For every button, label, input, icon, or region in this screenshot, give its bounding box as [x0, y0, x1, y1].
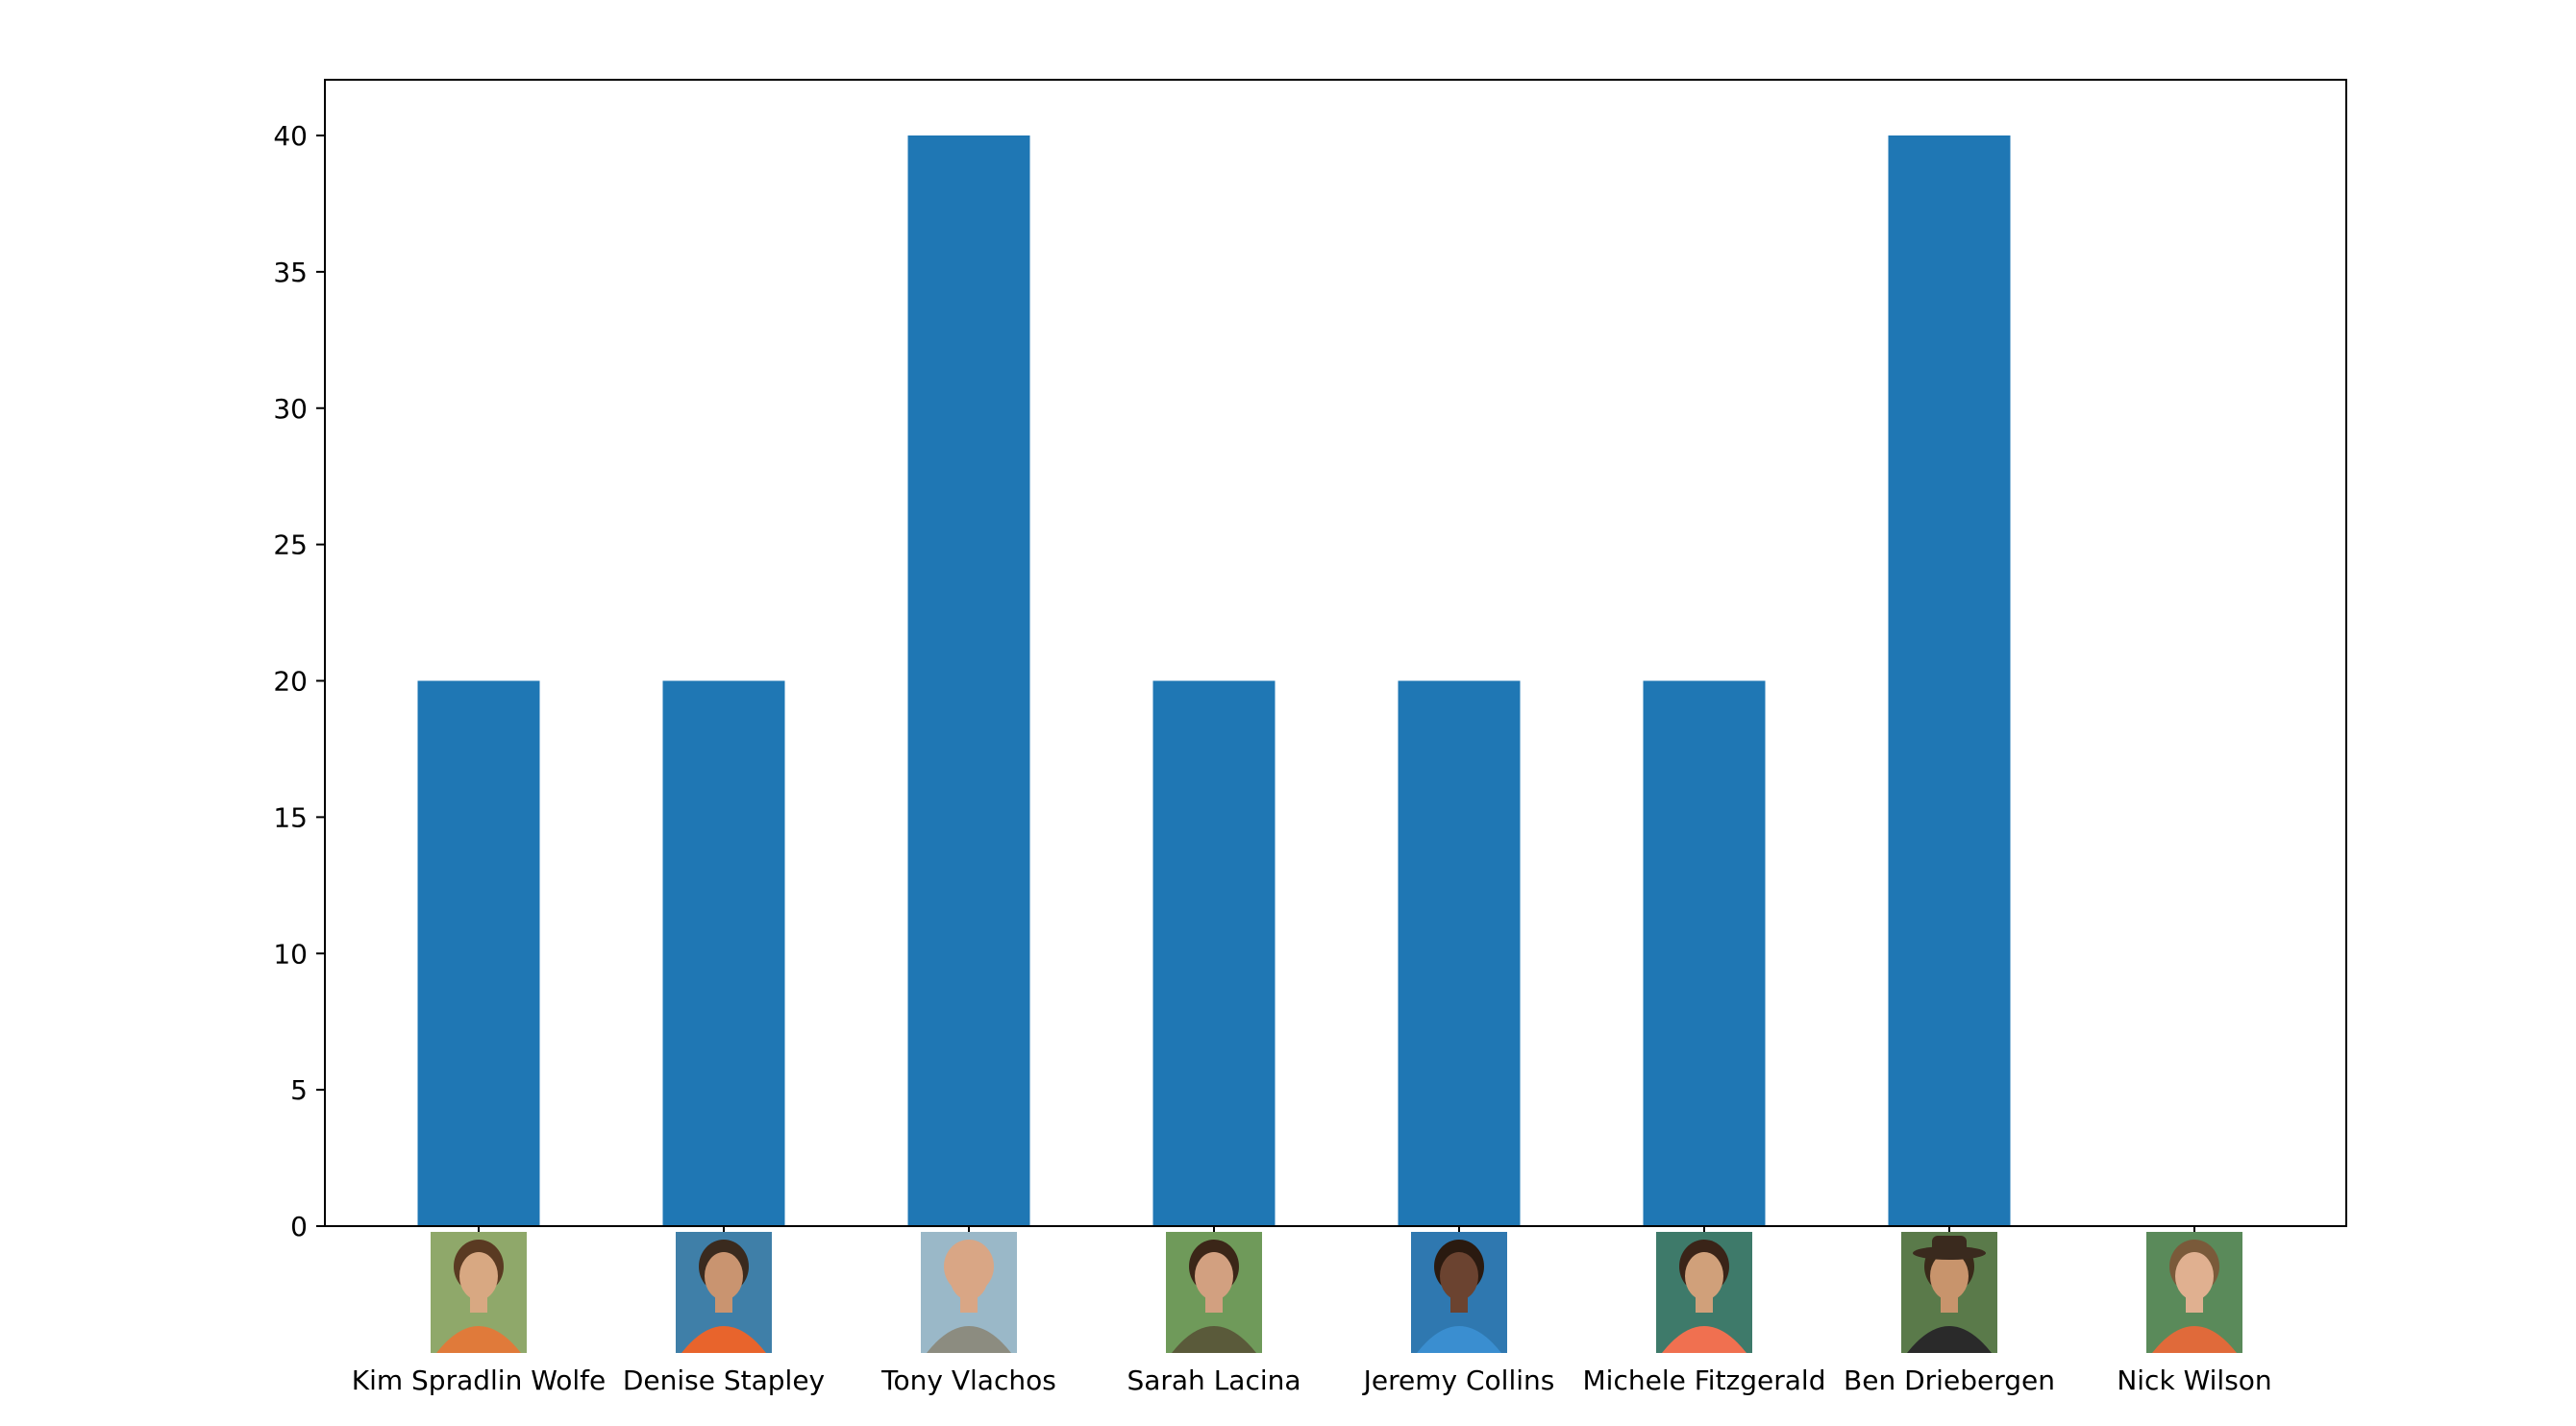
- y-tick-label: 35: [273, 257, 308, 288]
- contestant-portrait-image: [676, 1232, 772, 1353]
- x-tick-label: Denise Stapley: [623, 1365, 825, 1396]
- y-tick-label: 15: [273, 801, 308, 833]
- bar: [1888, 135, 2011, 1226]
- y-tick-label: 30: [273, 393, 308, 425]
- x-axis: Kim Spradlin Wolfe Denise Stapley Tony Vla…: [352, 1226, 2272, 1396]
- y-tick-label: 10: [273, 938, 308, 970]
- bar: [907, 135, 1030, 1226]
- contestant-portrait-image: [1656, 1232, 1752, 1353]
- y-tick-label: 25: [273, 529, 308, 561]
- bar: [1643, 680, 1766, 1226]
- y-tick-label: 5: [290, 1074, 308, 1106]
- plot-frame: [324, 79, 2347, 1227]
- y-axis: 0 5 10 15 20 25 30 35 40: [273, 120, 325, 1242]
- bar: [662, 680, 785, 1226]
- y-tick-label: 40: [273, 120, 308, 152]
- x-tick-label: Michele Fitzgerald: [1583, 1365, 1826, 1396]
- x-tick-label: Ben Driebergen: [1844, 1365, 2055, 1396]
- contestant-portrait-image: [2146, 1232, 2242, 1353]
- x-tick-label: Tony Vlachos: [880, 1365, 1056, 1396]
- contestant-portrait-image: [1411, 1232, 1507, 1353]
- x-tick-label: Jeremy Collins: [1362, 1365, 1555, 1396]
- contestant-portrait-image: [1901, 1232, 1997, 1353]
- y-tick-label: 20: [273, 666, 308, 698]
- y-tick-label: 0: [290, 1211, 308, 1242]
- contestant-portrait-image: [431, 1232, 527, 1353]
- bar: [417, 680, 540, 1226]
- x-tick-label: Kim Spradlin Wolfe: [352, 1365, 607, 1396]
- bar: [1152, 680, 1276, 1226]
- x-tick-label: Sarah Lacina: [1127, 1365, 1300, 1396]
- contestant-portrait-image: [1166, 1232, 1262, 1353]
- bar: [1398, 680, 1521, 1226]
- x-tick-label: Nick Wilson: [2117, 1365, 2271, 1396]
- bars-group: [417, 135, 2011, 1226]
- contestant-portrait-image: [921, 1232, 1017, 1353]
